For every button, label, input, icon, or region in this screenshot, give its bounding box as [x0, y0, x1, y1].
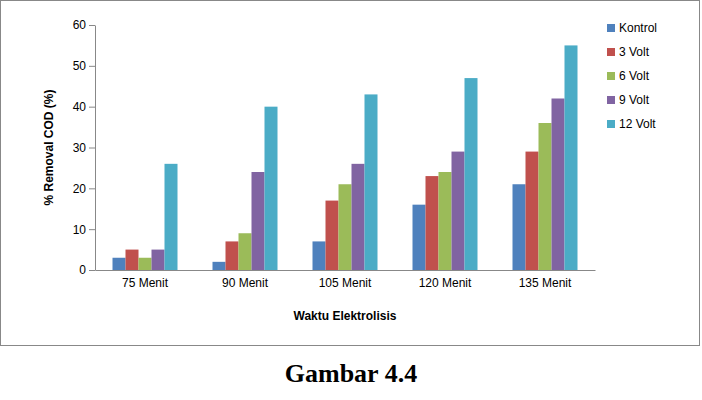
bar	[452, 152, 465, 270]
legend-item: 9 Volt	[607, 93, 650, 107]
y-tick-label: 30	[73, 141, 87, 155]
plot: 0 10 20 30 40 50 60 75 Menit 90 Menit 105 Menit 12…	[73, 18, 596, 289]
x-axis: 75 Menit 90 Menit 105 Menit 120 Menit 135 Me…	[96, 270, 596, 290]
bars	[113, 45, 578, 270]
y-tick-mark	[89, 66, 95, 67]
bar	[565, 45, 578, 270]
legend-swatch	[607, 120, 615, 128]
bar	[526, 152, 539, 270]
y-axis-line	[95, 26, 96, 271]
y-tick-label: 60	[73, 18, 87, 32]
y-tick-mark	[89, 188, 95, 189]
x-tick-label: 105 Menit	[319, 276, 372, 290]
y-tick: 0	[79, 263, 95, 277]
y-tick: 40	[73, 100, 95, 114]
y-tick-label: 40	[73, 100, 87, 114]
bar	[313, 241, 326, 270]
legend: Kontrol 3 Volt 6 Volt 9 Volt 12 Volt	[607, 21, 657, 131]
y-tick: 20	[73, 182, 95, 196]
bar	[165, 164, 178, 270]
y-tick: 30	[73, 141, 95, 155]
legend-label: 6 Volt	[619, 69, 650, 83]
legend-swatch	[607, 24, 615, 32]
bar	[539, 123, 552, 270]
y-tick-mark	[89, 229, 95, 230]
x-tick: 120 Menit	[419, 270, 472, 290]
bar	[139, 258, 152, 270]
y-tick: 60	[73, 18, 95, 32]
bar	[439, 172, 452, 270]
legend-swatch	[607, 48, 615, 56]
bar	[426, 176, 439, 270]
x-tick-label: 90 Menit	[222, 276, 269, 290]
bar	[126, 250, 139, 270]
bar	[113, 258, 126, 270]
y-tick-mark	[89, 270, 95, 271]
legend-item: Kontrol	[607, 21, 657, 35]
chart-frame	[1, 1, 700, 346]
x-axis-title: Waktu Elektrolisis	[294, 309, 397, 323]
y-tick-label: 20	[73, 182, 87, 196]
bar	[213, 262, 226, 270]
caption: Gambar 4.4	[285, 359, 417, 388]
bar	[226, 241, 239, 270]
y-tick-mark	[89, 148, 95, 149]
legend-item: 12 Volt	[607, 117, 656, 131]
bar	[265, 107, 278, 270]
legend-swatch	[607, 96, 615, 104]
x-tick-label: 120 Menit	[419, 276, 472, 290]
legend-label: Kontrol	[619, 21, 657, 35]
x-tick-label: 75 Menit	[122, 276, 169, 290]
y-tick: 10	[73, 223, 95, 237]
legend-label: 12 Volt	[619, 117, 656, 131]
bar	[252, 172, 265, 270]
bar	[152, 250, 165, 270]
bar	[339, 184, 352, 270]
x-tick: 135 Menit	[519, 270, 572, 290]
bar	[326, 201, 339, 270]
y-tick-label: 10	[73, 223, 87, 237]
x-tick: 90 Menit	[222, 270, 269, 290]
y-axis: 0 10 20 30 40 50 60	[73, 18, 96, 277]
x-tick: 105 Menit	[319, 270, 372, 290]
y-tick-mark	[89, 107, 95, 108]
x-axis-line	[96, 270, 596, 271]
bar	[465, 78, 478, 270]
bar	[352, 164, 365, 270]
chart: 0 10 20 30 40 50 60 75 Menit 90 Menit 105 Menit 12…	[0, 0, 702, 400]
legend-label: 9 Volt	[619, 93, 650, 107]
bar	[413, 205, 426, 270]
legend-item: 3 Volt	[607, 45, 650, 59]
y-axis-title: % Removal COD (%)	[42, 89, 56, 205]
x-tick-label: 135 Menit	[519, 276, 572, 290]
y-tick-label: 0	[79, 263, 86, 277]
y-tick-label: 50	[73, 59, 87, 73]
bar	[552, 99, 565, 271]
bar	[365, 94, 378, 270]
bar	[513, 184, 526, 270]
y-tick-mark	[89, 25, 95, 26]
legend-item: 6 Volt	[607, 69, 650, 83]
bar	[239, 233, 252, 270]
legend-swatch	[607, 72, 615, 80]
legend-label: 3 Volt	[619, 45, 650, 59]
y-tick: 50	[73, 59, 95, 73]
x-tick: 75 Menit	[122, 270, 169, 290]
